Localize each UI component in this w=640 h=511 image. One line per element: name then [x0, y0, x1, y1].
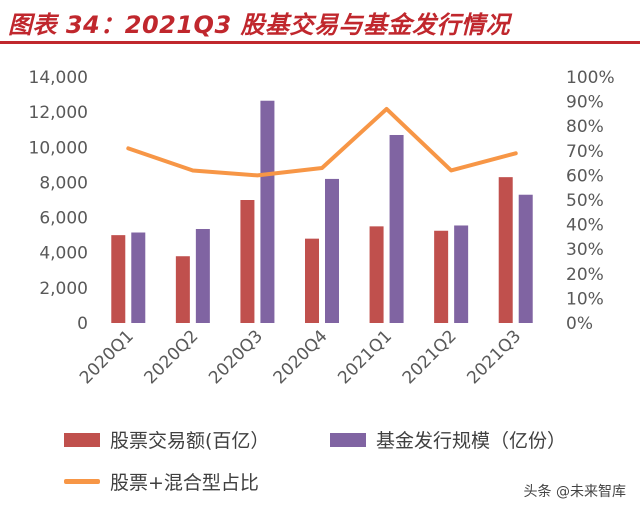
y2-tick-label: 70% — [566, 142, 604, 162]
y-tick-label: 14,000 — [29, 68, 88, 88]
x-tick-label: 2020Q4 — [270, 326, 332, 388]
x-tick-label: 2020Q3 — [205, 326, 267, 388]
bar-fund — [131, 232, 146, 323]
legend-item-ratio: 股票+混合型占比 — [64, 468, 259, 495]
legend-item-trade: 股票交易额(百亿） — [64, 426, 269, 453]
y-tick-label: 6,000 — [39, 209, 88, 229]
chart-svg: 0 2,000 4,000 6,000 8,000 10,000 12,000 14,000 0… — [29, 68, 615, 388]
y2-tick-label: 20% — [566, 265, 604, 285]
y2-tick-label: 40% — [566, 216, 604, 236]
watermark: 头条 @未来智库 — [523, 484, 626, 500]
bar-fund — [260, 100, 275, 323]
y2-tick-label: 60% — [566, 166, 604, 186]
legend-label-fund: 基金发行规模（亿份） — [376, 430, 567, 452]
legend-label-ratio: 股票+混合型占比 — [110, 472, 259, 494]
bar-trade — [498, 177, 513, 323]
legend-swatch-trade — [64, 432, 100, 447]
x-tick-label: 2020Q2 — [141, 326, 203, 388]
y-tick-label: 8,000 — [39, 173, 88, 193]
y2-tick-label: 90% — [566, 93, 604, 113]
ratio-line — [126, 106, 518, 178]
y-tick-label: 12,000 — [29, 103, 88, 123]
legend: 股票交易额(百亿） 基金发行规模（亿份） 股票+混合型占比 — [0, 418, 640, 508]
y-tick-label: 2,000 — [39, 279, 88, 299]
bar-fund — [195, 228, 210, 323]
y2-tick-label: 0% — [566, 314, 593, 334]
title-bar: 图表 34：2021Q3 股基交易与基金发行情况 — [0, 0, 640, 44]
legend-item-fund: 基金发行规模（亿份） — [330, 426, 566, 453]
bar-fund — [325, 178, 339, 323]
legend-swatch-ratio — [64, 479, 100, 484]
bar-trade — [240, 200, 255, 323]
legend-label-trade: 股票交易额(百亿） — [110, 430, 270, 452]
x-tick-label: 2021Q2 — [399, 326, 461, 388]
chart-title: 图表 34：2021Q3 股基交易与基金发行情况 — [8, 11, 511, 39]
y2-tick-label: 30% — [566, 240, 604, 260]
y2-tick-label: 10% — [566, 289, 604, 309]
bar-trade — [369, 226, 384, 323]
bar-trade — [434, 230, 449, 323]
title-rule — [0, 41, 640, 44]
bar-fund — [454, 225, 469, 323]
y-tick-label: 4,000 — [39, 244, 88, 264]
bar-fund — [518, 194, 533, 323]
bar-trade — [111, 235, 126, 323]
x-tick-label: 2021Q1 — [334, 326, 396, 388]
y2-tick-label: 50% — [566, 191, 604, 211]
bar-trade — [305, 238, 319, 323]
y2-tick-label: 100% — [566, 68, 615, 88]
x-tick-label: 2020Q1 — [76, 326, 138, 388]
y2-tick-label: 80% — [566, 117, 604, 137]
legend-swatch-fund — [330, 432, 366, 447]
x-tick-label: 2021Q3 — [463, 326, 525, 388]
y-tick-label: 0 — [77, 314, 88, 334]
bar-trade — [175, 256, 190, 323]
bar-fund — [389, 134, 404, 323]
y-tick-label: 10,000 — [29, 138, 88, 158]
